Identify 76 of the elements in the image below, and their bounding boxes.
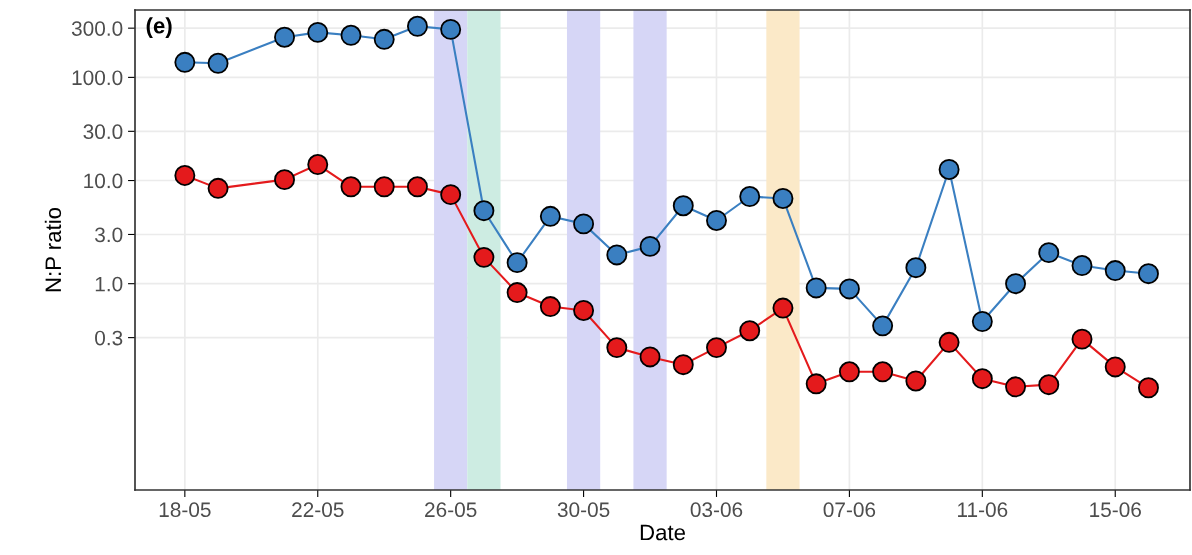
point <box>1104 260 1126 282</box>
point <box>971 311 993 332</box>
point <box>639 235 661 257</box>
x-tick-label: 15-06 <box>1090 502 1141 518</box>
point <box>739 320 761 342</box>
y-tick-label: 0.3 <box>95 330 123 346</box>
point <box>872 361 894 383</box>
point <box>872 315 894 337</box>
point <box>506 282 528 304</box>
point <box>772 188 794 209</box>
point <box>473 246 495 268</box>
point <box>406 15 428 37</box>
point <box>905 257 927 279</box>
y-tick-label: 10.0 <box>84 173 123 189</box>
point <box>473 200 495 222</box>
point <box>938 331 960 353</box>
point <box>440 18 462 40</box>
point <box>938 159 960 180</box>
x-tick-label: 07-06 <box>823 502 876 518</box>
point <box>1038 242 1060 264</box>
point <box>772 297 794 319</box>
x-tick-label: 11-06 <box>958 502 1008 518</box>
point <box>905 370 927 392</box>
point <box>672 354 694 376</box>
point <box>307 21 329 43</box>
point <box>805 277 827 299</box>
x-tick-label: 18-05 <box>159 502 211 518</box>
x-axis-title: Date <box>640 524 685 541</box>
point <box>706 210 727 231</box>
point <box>373 28 395 50</box>
point <box>207 52 229 74</box>
point <box>340 176 362 198</box>
y-axis-title: N:P ratio <box>44 207 62 292</box>
point <box>805 373 827 395</box>
x-tick-label: 26-05 <box>425 502 477 518</box>
point <box>672 195 694 217</box>
point <box>838 361 860 383</box>
point <box>1071 328 1093 350</box>
point <box>340 24 362 46</box>
point <box>606 337 628 359</box>
point <box>639 346 661 368</box>
point <box>573 213 595 235</box>
point <box>606 244 628 266</box>
point <box>1005 273 1027 295</box>
point <box>1137 263 1159 285</box>
y-tick-label: 3.0 <box>95 227 123 243</box>
y-tick-label: 30.0 <box>83 124 123 140</box>
point <box>406 176 428 198</box>
point <box>1005 376 1027 398</box>
point <box>1104 356 1126 378</box>
point <box>539 296 561 318</box>
y-tick-label: 300.0 <box>71 21 123 36</box>
y-tick-label: 100.0 <box>72 70 123 86</box>
point <box>1038 374 1060 396</box>
point <box>207 177 229 199</box>
point <box>174 51 196 73</box>
point <box>573 299 595 321</box>
point <box>1071 255 1093 277</box>
point <box>274 169 296 191</box>
point <box>838 278 860 300</box>
point <box>506 252 528 274</box>
annotation: (e) <box>146 17 172 38</box>
point <box>174 164 196 186</box>
point <box>539 205 561 227</box>
x-tick-label: 03-06 <box>690 502 743 518</box>
point <box>739 186 761 207</box>
point <box>1137 377 1159 399</box>
point <box>706 337 727 359</box>
point <box>274 26 296 48</box>
point <box>440 184 462 206</box>
x-tick-label: 30-05 <box>557 502 610 518</box>
x-tick-label: 22-05 <box>292 502 344 518</box>
point <box>307 154 329 175</box>
y-tick-label: 1.0 <box>95 276 123 292</box>
point <box>373 176 395 198</box>
point <box>971 368 993 390</box>
